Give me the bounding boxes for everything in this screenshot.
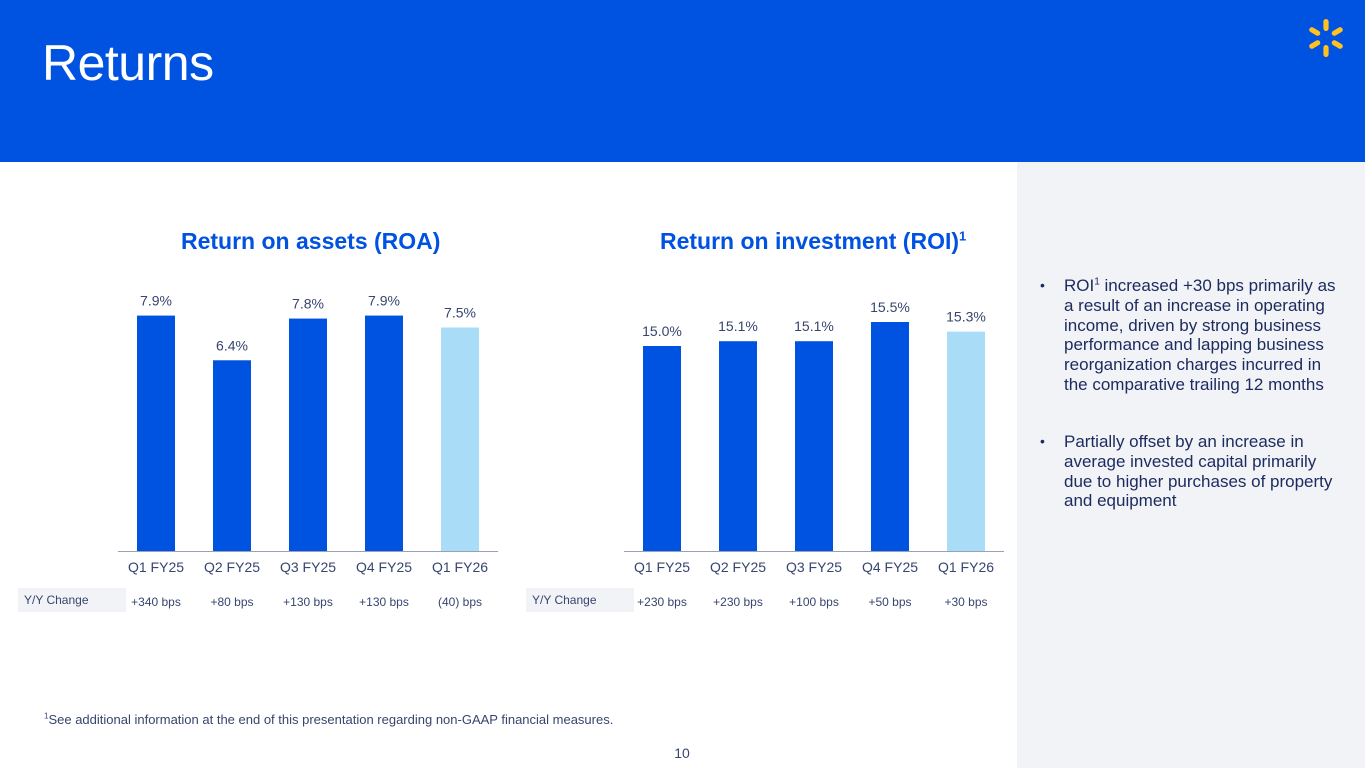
roi-title-superscript: 1 xyxy=(959,228,967,244)
roi-category-label: Q1 FY26 xyxy=(938,559,994,575)
roi-bar xyxy=(795,341,833,551)
roi-data-label: 15.0% xyxy=(642,323,682,339)
roi-data-label: 15.1% xyxy=(718,318,758,334)
roa-bar xyxy=(289,318,327,551)
roi-title-text: Return on investment (ROI) xyxy=(660,228,960,254)
roa-chart-title: Return on assets (ROA) xyxy=(181,228,440,255)
roi-yoy-value: +30 bps xyxy=(944,595,987,609)
roi-bar xyxy=(719,341,757,551)
roi-category-label: Q2 FY25 xyxy=(710,559,766,575)
spark-icon xyxy=(1309,19,1343,57)
roa-category-label: Q1 FY26 xyxy=(432,559,488,575)
roa-bar xyxy=(137,315,175,551)
roi-data-label: 15.3% xyxy=(946,309,986,325)
roa-yoy-label: Y/Y Change xyxy=(18,588,126,612)
roi-bar xyxy=(947,331,985,551)
roa-yoy-value: +340 bps xyxy=(131,595,181,609)
roa-data-label: 7.5% xyxy=(444,305,476,321)
roa-bar xyxy=(213,360,251,551)
roa-yoy-value: +80 bps xyxy=(210,595,253,609)
roa-bar xyxy=(441,327,479,551)
roi-yoy-label: Y/Y Change xyxy=(526,588,634,612)
roa-title-text: Return on assets (ROA) xyxy=(181,228,441,254)
roa-category-label: Q3 FY25 xyxy=(280,559,336,575)
roi-yoy-value: +230 bps xyxy=(713,595,763,609)
roi-yoy-value: +230 bps xyxy=(637,595,687,609)
page-number: 10 xyxy=(674,745,690,761)
footnote: 1See additional information at the end o… xyxy=(44,712,613,727)
roi-bar-chart: 15.0% Q1 FY25 +230 bps 15.1% Q2 FY25 +230 bps… xyxy=(624,299,1004,609)
roi-data-label: 15.1% xyxy=(794,318,834,334)
roi-yoy-value: +50 bps xyxy=(868,595,911,609)
roa-data-label: 7.8% xyxy=(292,296,324,312)
footnote-marker: 1 xyxy=(44,711,49,721)
roa-data-label: 7.9% xyxy=(368,293,400,309)
roi-category-label: Q3 FY25 xyxy=(786,559,842,575)
roa-yoy-value: (40) bps xyxy=(438,595,482,609)
roa-data-label: 6.4% xyxy=(216,337,248,353)
bullet-text: Partially offset by an increase in avera… xyxy=(1064,432,1333,511)
roi-category-label: Q4 FY25 xyxy=(862,559,918,575)
roi-bar xyxy=(871,322,909,551)
roa-yoy-value: +130 bps xyxy=(283,595,333,609)
header-banner: Returns xyxy=(0,0,1365,162)
page-title: Returns xyxy=(42,35,214,91)
roi-bar xyxy=(643,346,681,551)
roa-bar-chart: 7.9% Q1 FY25 +340 bps 6.4% Q2 FY25 +80 bps 7.8… xyxy=(118,293,498,609)
bullet-dot: • xyxy=(1040,277,1045,293)
roa-category-label: Q2 FY25 xyxy=(204,559,260,575)
roi-data-label: 15.5% xyxy=(870,299,910,315)
roa-yoy-value: +130 bps xyxy=(359,595,409,609)
roa-bar xyxy=(365,315,403,551)
roa-data-label: 7.9% xyxy=(140,293,172,309)
roa-category-label: Q4 FY25 xyxy=(356,559,412,575)
roi-category-label: Q1 FY25 xyxy=(634,559,690,575)
roi-chart-title: Return on investment (ROI)1 xyxy=(660,228,966,255)
bullet-text: ROI1 increased +30 bps primarily as a re… xyxy=(1064,276,1336,394)
bullet-dot: • xyxy=(1040,433,1045,449)
roi-yoy-value: +100 bps xyxy=(789,595,839,609)
footnote-text: See additional information at the end of… xyxy=(48,712,614,727)
commentary-panel xyxy=(1017,162,1365,768)
roa-category-label: Q1 FY25 xyxy=(128,559,184,575)
